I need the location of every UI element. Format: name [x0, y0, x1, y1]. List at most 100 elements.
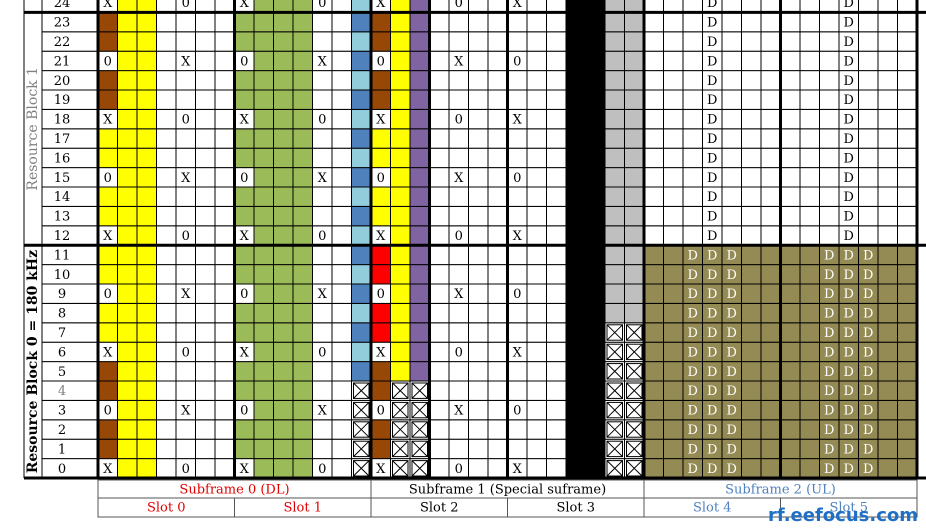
cell-symbol: 0 — [182, 0, 190, 11]
cell — [253, 458, 274, 479]
cell — [253, 11, 274, 33]
cell — [546, 108, 567, 130]
cell — [214, 361, 235, 382]
cell — [682, 31, 703, 52]
cell — [234, 361, 255, 382]
cell — [175, 419, 196, 440]
cell — [585, 0, 606, 13]
cell — [117, 89, 138, 110]
cell — [448, 438, 469, 460]
cell — [429, 0, 450, 13]
row-label: 4 — [58, 384, 66, 399]
cell-symbol: D — [707, 248, 717, 263]
cell-symbol: D — [727, 384, 737, 399]
cell — [799, 31, 820, 52]
cell-symbol: X — [240, 0, 250, 11]
cell — [741, 205, 762, 227]
cell — [195, 225, 216, 246]
cell — [663, 186, 684, 207]
cell — [312, 302, 333, 324]
cell — [468, 205, 489, 227]
cell — [292, 361, 313, 382]
cell — [526, 438, 547, 460]
cross-line — [606, 421, 623, 438]
cell-symbol: X — [318, 171, 328, 186]
cell-symbol: D — [727, 268, 737, 283]
cell — [721, 0, 742, 13]
cell-symbol: D — [863, 248, 873, 263]
cell-symbol: 0 — [377, 171, 385, 186]
cell — [351, 70, 372, 91]
cell — [819, 147, 840, 169]
cell-symbol: D — [844, 16, 854, 31]
cell — [760, 108, 781, 130]
cell — [429, 89, 450, 110]
cell — [585, 147, 606, 169]
cell — [195, 11, 216, 33]
cell — [448, 147, 469, 169]
cross-line — [626, 402, 643, 419]
cell — [877, 380, 898, 401]
cell-symbol: D — [707, 404, 717, 419]
cell — [760, 244, 781, 266]
cell — [741, 458, 762, 479]
cell — [643, 11, 664, 33]
cell — [253, 128, 274, 149]
cell — [273, 0, 294, 13]
cell — [253, 283, 274, 304]
cell — [799, 419, 820, 440]
cell — [507, 322, 528, 343]
cell — [390, 89, 411, 110]
cell — [390, 0, 411, 13]
cell — [253, 361, 274, 382]
row-label-cell — [41, 458, 99, 479]
cell — [409, 244, 430, 266]
cell — [877, 50, 898, 72]
cross-line — [411, 402, 428, 419]
cell — [585, 302, 606, 324]
cell — [819, 70, 840, 91]
cell — [117, 264, 138, 285]
cell — [663, 302, 684, 324]
cell — [507, 205, 528, 227]
cross-line — [626, 460, 643, 477]
cell — [799, 108, 820, 130]
cell — [897, 399, 918, 421]
cell-symbol: D — [863, 268, 873, 283]
cell-symbol: D — [844, 384, 854, 399]
cell — [487, 31, 508, 52]
cell — [156, 31, 177, 52]
cell — [487, 419, 508, 440]
cross-line — [626, 363, 643, 380]
cell-symbol: X — [513, 0, 523, 11]
cell — [585, 283, 606, 304]
cell — [487, 244, 508, 266]
cell-symbol: D — [863, 287, 873, 302]
cell — [253, 225, 274, 246]
cell — [760, 458, 781, 479]
cell — [585, 419, 606, 440]
cell-symbol: X — [376, 113, 386, 128]
cell — [292, 108, 313, 130]
cell-symbol: D — [844, 190, 854, 205]
cell — [214, 302, 235, 324]
cell — [507, 302, 528, 324]
cell — [604, 0, 625, 13]
cell — [136, 361, 157, 382]
cell — [526, 264, 547, 285]
cell-symbol: D — [727, 404, 737, 419]
cell — [214, 205, 235, 227]
cell — [780, 322, 801, 343]
cell — [429, 186, 450, 207]
cell — [760, 419, 781, 440]
cell — [546, 225, 567, 246]
cell — [409, 225, 430, 246]
cell — [370, 205, 391, 227]
cell — [858, 50, 879, 72]
cell-symbol: D — [727, 442, 737, 457]
row-label: 7 — [58, 326, 66, 341]
cell — [234, 186, 255, 207]
cell — [760, 31, 781, 52]
cell — [604, 244, 625, 266]
cell — [760, 302, 781, 324]
